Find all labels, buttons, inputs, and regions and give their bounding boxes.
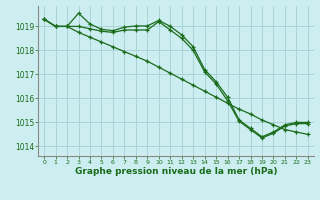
X-axis label: Graphe pression niveau de la mer (hPa): Graphe pression niveau de la mer (hPa) xyxy=(75,167,277,176)
